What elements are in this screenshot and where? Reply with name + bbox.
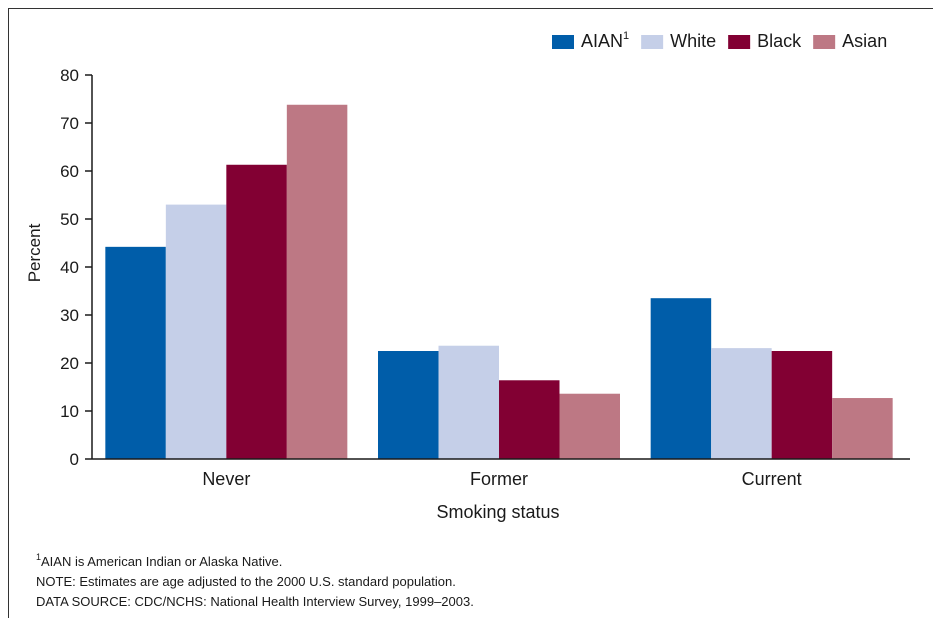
y-tick-label: 0 (70, 450, 79, 469)
y-tick-label: 20 (60, 354, 79, 373)
footnotes: 1AIAN is American Indian or Alaska Nativ… (36, 552, 474, 612)
footnote-note: NOTE: Estimates are age adjusted to the … (36, 574, 456, 589)
bar-white-never (165, 204, 227, 459)
x-tick-label: Never (202, 469, 250, 489)
y-axis-label: Percent (25, 223, 44, 282)
legend-label-aian: AIAN1 (581, 30, 629, 51)
footnote-aian: 1AIAN is American Indian or Alaska Nativ… (36, 552, 474, 572)
legend-label-white: White (670, 31, 716, 51)
y-tick-label: 70 (60, 114, 79, 133)
bar-white-former (438, 345, 499, 459)
y-tick-label: 10 (60, 402, 79, 421)
legend-swatch-asian (813, 35, 836, 49)
x-axis-label: Smoking status (436, 502, 559, 522)
bars (105, 104, 893, 459)
bar-asian-never (286, 104, 348, 459)
bar-aian-former (378, 351, 439, 459)
bar-black-current (771, 351, 833, 459)
footnote-aian-text: AIAN is American Indian or Alaska Native… (41, 554, 283, 569)
bar-asian-current (832, 398, 893, 459)
chart-legend: AIAN1 White Black Asian (552, 30, 887, 51)
y-tick-label: 60 (60, 162, 79, 181)
y-axis: 0 10 20 30 40 50 60 70 80 (60, 66, 93, 469)
bar-black-never (226, 164, 287, 459)
legend-swatch-white (641, 35, 664, 49)
y-tick-label: 80 (60, 66, 79, 85)
legend-label-black: Black (757, 31, 802, 51)
footnote-source: DATA SOURCE: CDC/NCHS: National Health I… (36, 594, 474, 609)
y-tick-label: 40 (60, 258, 79, 277)
bar-black-former (499, 380, 560, 459)
legend-superscript: 1 (623, 30, 629, 42)
x-axis: Never Former Current (92, 458, 910, 489)
bar-aian-current (650, 298, 712, 459)
y-tick-label: 30 (60, 306, 79, 325)
bar-asian-former (559, 393, 620, 459)
y-tick-label: 50 (60, 210, 79, 229)
x-tick-label: Current (742, 469, 802, 489)
bar-white-current (711, 348, 772, 459)
footnote-marker: 1 (36, 552, 42, 562)
legend-label-asian: Asian (842, 31, 887, 51)
frame-top-border (8, 8, 933, 9)
x-tick-label: Former (470, 469, 528, 489)
legend-swatch-aian (552, 35, 574, 49)
frame-left-border (8, 8, 9, 618)
legend-swatch-black (728, 35, 751, 49)
bar-chart: AIAN1 White Black Asian 0 10 20 30 40 50 60 70 80 N… (25, 30, 910, 522)
bar-aian-never (105, 246, 166, 459)
